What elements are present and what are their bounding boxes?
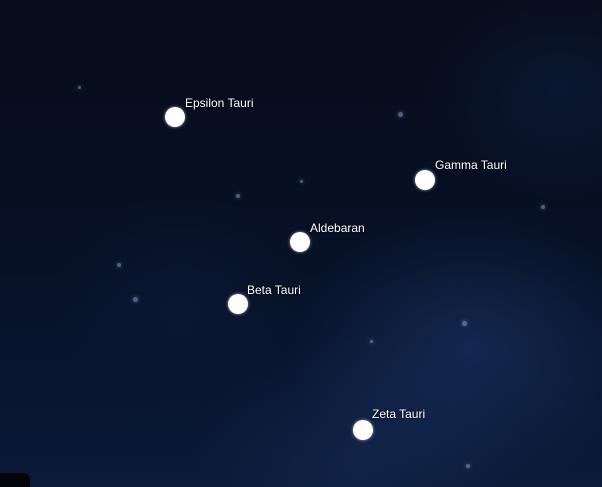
background-star xyxy=(300,180,303,183)
corner-tab xyxy=(0,473,30,487)
star-epsilon-tauri[interactable] xyxy=(165,107,185,127)
background-star xyxy=(117,263,121,267)
background-star xyxy=(236,194,240,198)
background-star xyxy=(370,340,373,343)
background-star xyxy=(133,297,138,302)
star-label-gamma-tauri[interactable]: Gamma Tauri xyxy=(435,158,507,172)
star-label-beta-tauri[interactable]: Beta Tauri xyxy=(247,283,301,297)
star-gamma-tauri[interactable] xyxy=(415,170,435,190)
star-aldebaran[interactable] xyxy=(290,232,310,252)
background-star xyxy=(466,464,470,468)
background-star xyxy=(541,205,545,209)
background-star xyxy=(78,86,81,89)
star-zeta-tauri[interactable] xyxy=(353,420,373,440)
background-star xyxy=(398,112,403,117)
star-label-zeta-tauri[interactable]: Zeta Tauri xyxy=(372,407,426,421)
star-label-aldebaran[interactable]: Aldebaran xyxy=(310,221,365,235)
star-label-epsilon-tauri[interactable]: Epsilon Tauri xyxy=(185,96,254,110)
star-beta-tauri[interactable] xyxy=(228,294,248,314)
background-star xyxy=(462,321,467,326)
